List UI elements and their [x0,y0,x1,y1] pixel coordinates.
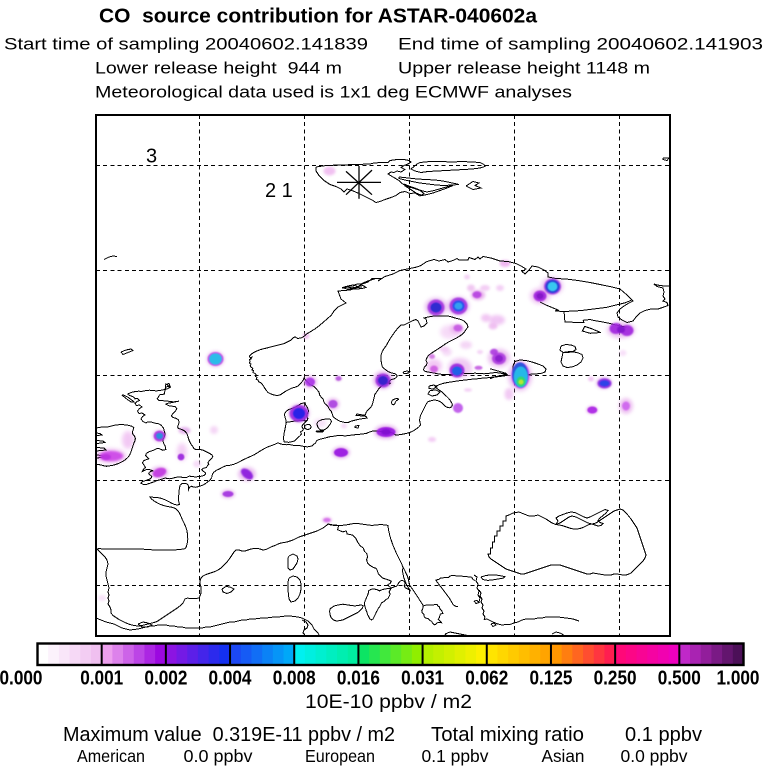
svg-text:End time of sampling 20040602.: End time of sampling 20040602.141903 [398,35,763,54]
svg-text:Total mixing ratio: Total mixing ratio [431,724,584,746]
svg-text:0.0 ppbv: 0.0 ppbv [621,746,688,766]
svg-text:0.031: 0.031 [401,668,444,690]
svg-text:CO source contribution for AS: CO source contribution for ASTAR-040602a [99,5,538,27]
svg-text:0.250: 0.250 [594,668,637,690]
svg-text:0.125: 0.125 [530,668,573,690]
svg-text:10E-10 ppbv / m2: 10E-10 ppbv / m2 [305,692,472,713]
svg-text:1.000: 1.000 [717,668,760,690]
svg-text:Lower release height 944 m: Lower release height 944 m [95,59,342,78]
svg-text:Asian: Asian [542,746,585,766]
svg-text:0.500: 0.500 [658,668,701,690]
svg-text:0.001: 0.001 [80,668,123,690]
svg-text:0.0 ppbv: 0.0 ppbv [184,746,253,766]
svg-text:0.008: 0.008 [273,668,316,690]
svg-text:Upper release height 1148 m: Upper release height 1148 m [398,59,650,78]
svg-text:Maximum value 0.319E-11 ppbv: Maximum value 0.319E-11 ppbv / m2 [63,724,395,746]
svg-text:0.1 ppbv: 0.1 ppbv [422,746,489,766]
svg-text:Start time of sampling 2004060: Start time of sampling 20040602.141839 [4,35,368,54]
svg-text:0.002: 0.002 [144,668,187,690]
svg-text:0.004: 0.004 [209,668,253,690]
svg-text:European: European [305,746,375,766]
svg-text:3: 3 [146,146,157,168]
svg-text:American: American [77,746,145,766]
svg-text:2 1: 2 1 [265,180,293,202]
svg-text:Meteorological data used is 1x: Meteorological data used is 1x1 deg ECMW… [95,83,572,102]
svg-text:0.1 ppbv: 0.1 ppbv [625,724,702,746]
svg-text:0.016: 0.016 [337,668,380,690]
svg-text:0.000: 0.000 [0,668,43,690]
svg-text:0.062: 0.062 [465,668,508,690]
